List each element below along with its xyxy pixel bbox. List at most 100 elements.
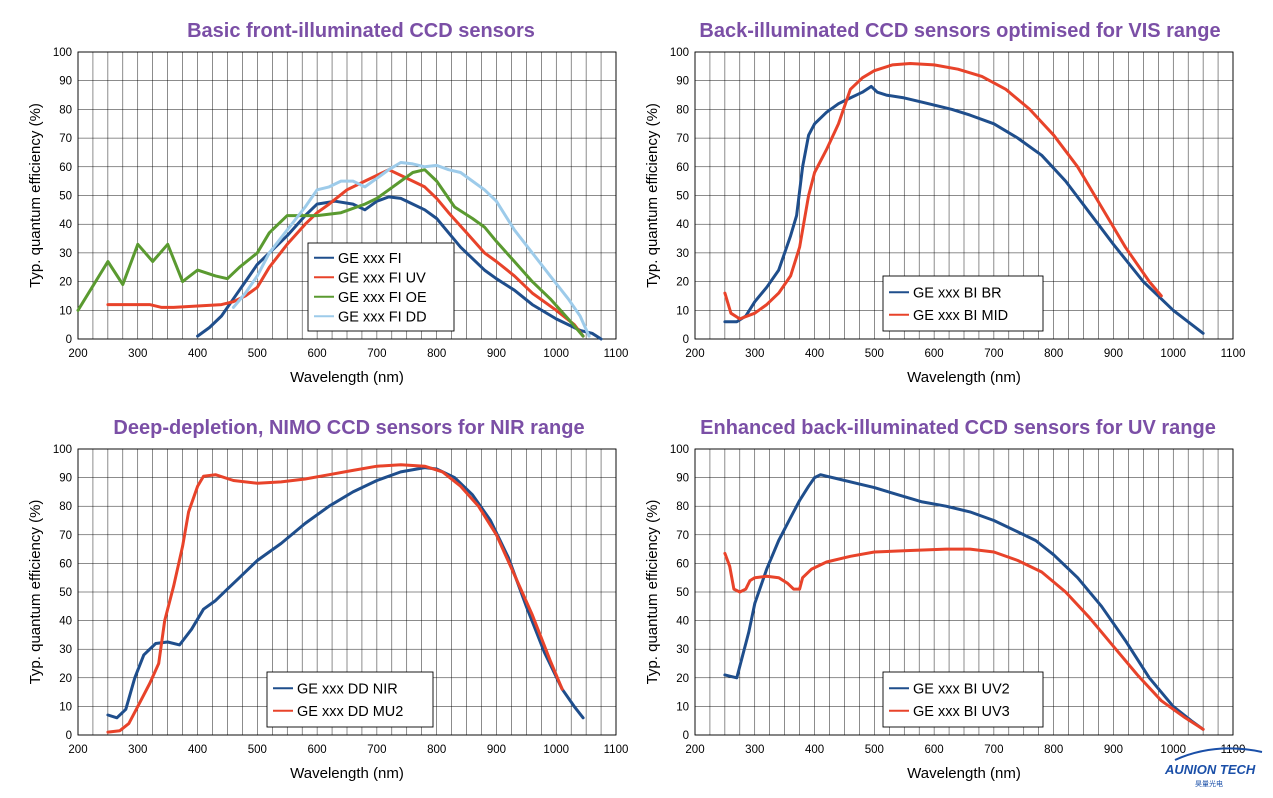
x-axis-label: Wavelength (nm) — [907, 765, 1021, 782]
y-tick-label: 50 — [59, 191, 72, 203]
x-tick-label: 500 — [865, 744, 884, 756]
x-tick-label: 1000 — [1160, 744, 1186, 756]
legend-label: GE xxx BI UV3 — [913, 704, 1010, 720]
legend-label: GE xxx FI DD — [338, 309, 427, 325]
x-tick-label: 900 — [1104, 348, 1123, 360]
y-tick-label: 80 — [59, 104, 72, 116]
y-tick-label: 70 — [676, 530, 689, 542]
y-tick-label: 0 — [66, 730, 72, 742]
y-tick-label: 60 — [59, 162, 72, 174]
y-tick-label: 0 — [683, 730, 689, 742]
x-tick-label: 500 — [248, 744, 267, 756]
y-tick-label: 30 — [676, 644, 689, 656]
y-tick-label: 50 — [59, 587, 72, 599]
x-axis-label: Wavelength (nm) — [290, 765, 404, 782]
chart-panel-back-illuminated-vis: Back-illuminated CCD sensors optimised f… — [644, 20, 1245, 386]
y-tick-label: 100 — [53, 47, 72, 59]
y-tick-label: 40 — [59, 616, 72, 628]
x-tick-label: 300 — [745, 348, 764, 360]
y-axis-label: Typ. quantum efficiency (%) — [27, 500, 44, 685]
y-tick-label: 90 — [59, 473, 72, 485]
chart-title: Basic front-illuminated CCD sensors — [187, 20, 535, 42]
legend: GE xxx FI GE xxx FI UV GE xxx FI OE GE xxx … — [307, 242, 455, 332]
y-tick-label: 90 — [676, 473, 689, 485]
legend-box — [266, 671, 434, 728]
y-tick-label: 70 — [59, 530, 72, 542]
x-tick-label: 800 — [1044, 744, 1063, 756]
y-tick-label: 40 — [676, 616, 689, 628]
y-tick-label: 60 — [676, 162, 689, 174]
series-line — [106, 463, 564, 734]
x-tick-label: 500 — [248, 348, 267, 360]
x-tick-label: 1000 — [1160, 348, 1186, 360]
y-tick-label: 80 — [59, 501, 72, 513]
y-tick-label: 80 — [676, 501, 689, 513]
plot-border — [77, 448, 617, 736]
y-tick-label: 60 — [676, 558, 689, 570]
y-tick-label: 60 — [59, 558, 72, 570]
x-tick-label: 900 — [487, 744, 506, 756]
legend-label: GE xxx FI — [338, 251, 402, 267]
x-tick-label: 300 — [128, 744, 147, 756]
x-tick-label: 600 — [925, 348, 944, 360]
chart-panel-enhanced-uv: Enhanced back-illuminated CCD sensors fo… — [644, 417, 1245, 782]
legend-box — [882, 671, 1044, 728]
y-tick-label: 10 — [676, 305, 689, 317]
x-tick-label: 800 — [427, 744, 446, 756]
x-tick-label: 700 — [367, 744, 386, 756]
x-axis-label: Wavelength (nm) — [290, 369, 404, 386]
x-tick-label: 800 — [1044, 348, 1063, 360]
x-tick-label: 1000 — [543, 348, 569, 360]
y-tick-label: 20 — [676, 673, 689, 685]
series-line — [106, 466, 585, 720]
y-tick-label: 0 — [683, 334, 689, 346]
logo-sub-text: 昊量光电 — [1195, 779, 1223, 788]
x-tick-label: 600 — [925, 744, 944, 756]
x-axis-label: Wavelength (nm) — [907, 369, 1021, 386]
y-tick-label: 90 — [59, 76, 72, 88]
legend-box — [882, 275, 1044, 332]
y-tick-label: 10 — [676, 701, 689, 713]
x-tick-label: 600 — [308, 348, 327, 360]
y-tick-label: 20 — [676, 277, 689, 289]
legend: GE xxx BI UV2 GE xxx BI UV3 — [882, 671, 1044, 728]
x-tick-label: 700 — [367, 348, 386, 360]
logo-swoosh — [1174, 747, 1263, 761]
y-tick-label: 40 — [59, 219, 72, 231]
x-tick-label: 900 — [1104, 744, 1123, 756]
aunion-tech-logo: AUNION TECH 昊量光电 — [1164, 747, 1263, 788]
legend-label: GE xxx DD MU2 — [297, 704, 403, 720]
y-tick-label: 0 — [66, 334, 72, 346]
x-tick-label: 1100 — [1221, 744, 1246, 756]
y-tick-label: 20 — [59, 277, 72, 289]
series-line — [723, 547, 1205, 731]
series-line — [723, 62, 1163, 321]
chart-title: Enhanced back-illuminated CCD sensors fo… — [700, 417, 1216, 439]
x-tick-label: 500 — [865, 348, 884, 360]
y-tick-label: 10 — [59, 305, 72, 317]
legend-label: GE xxx BI UV2 — [913, 681, 1010, 697]
series-line — [106, 168, 585, 338]
y-tick-label: 100 — [53, 444, 72, 456]
series-line — [76, 168, 585, 338]
x-tick-label: 1100 — [1221, 348, 1246, 360]
y-tick-label: 30 — [676, 248, 689, 260]
x-tick-label: 700 — [984, 744, 1003, 756]
x-tick-label: 200 — [68, 744, 87, 756]
legend-label: GE xxx DD NIR — [297, 681, 398, 697]
chart-title: Deep-depletion, NIMO CCD sensors for NIR… — [113, 417, 584, 439]
y-axis-label: Typ. quantum efficiency (%) — [644, 103, 661, 288]
x-tick-label: 200 — [68, 348, 87, 360]
series-line — [723, 84, 1205, 335]
x-tick-label: 900 — [487, 348, 506, 360]
x-tick-label: 200 — [685, 744, 704, 756]
series-line — [231, 161, 591, 338]
x-tick-label: 400 — [805, 348, 824, 360]
x-tick-label: 300 — [128, 348, 147, 360]
y-tick-label: 100 — [670, 47, 689, 59]
y-tick-label: 10 — [59, 701, 72, 713]
legend-label: GE xxx FI UV — [338, 270, 426, 286]
y-tick-label: 40 — [676, 219, 689, 231]
